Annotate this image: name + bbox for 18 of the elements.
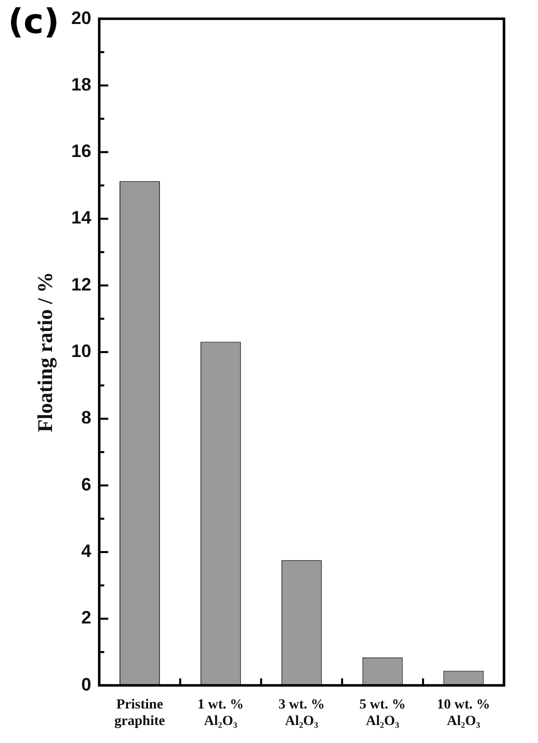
x-tick-label: 10 wt. % Al₂O₃	[436, 697, 490, 730]
y-tick-label: 2	[81, 608, 92, 628]
chart-title: (c)	[8, 2, 60, 42]
y-tick-label: 6	[81, 474, 92, 494]
x-tick-label: 1 wt. % Al₂O₃	[198, 697, 244, 730]
y-tick-label: 14	[71, 208, 92, 228]
y-tick-label: 4	[81, 541, 92, 562]
y-tick-label: 20	[71, 8, 92, 28]
y-tick-label: 0	[81, 674, 92, 694]
y-axis-title: Floating ratio / %	[33, 272, 58, 432]
y-tick-label: 8	[81, 408, 92, 428]
y-tick-label: 10	[71, 341, 92, 362]
x-tick-label: Pristine graphite	[114, 697, 165, 730]
x-tick-label: 3 wt. % Al₂O₃	[278, 697, 325, 730]
y-tick-label: 18	[71, 74, 92, 94]
y-tick-label: 16	[71, 141, 92, 162]
x-tick-label: 5 wt. % Al₂O₃	[359, 697, 406, 730]
y-tick-label: 12	[71, 274, 92, 294]
